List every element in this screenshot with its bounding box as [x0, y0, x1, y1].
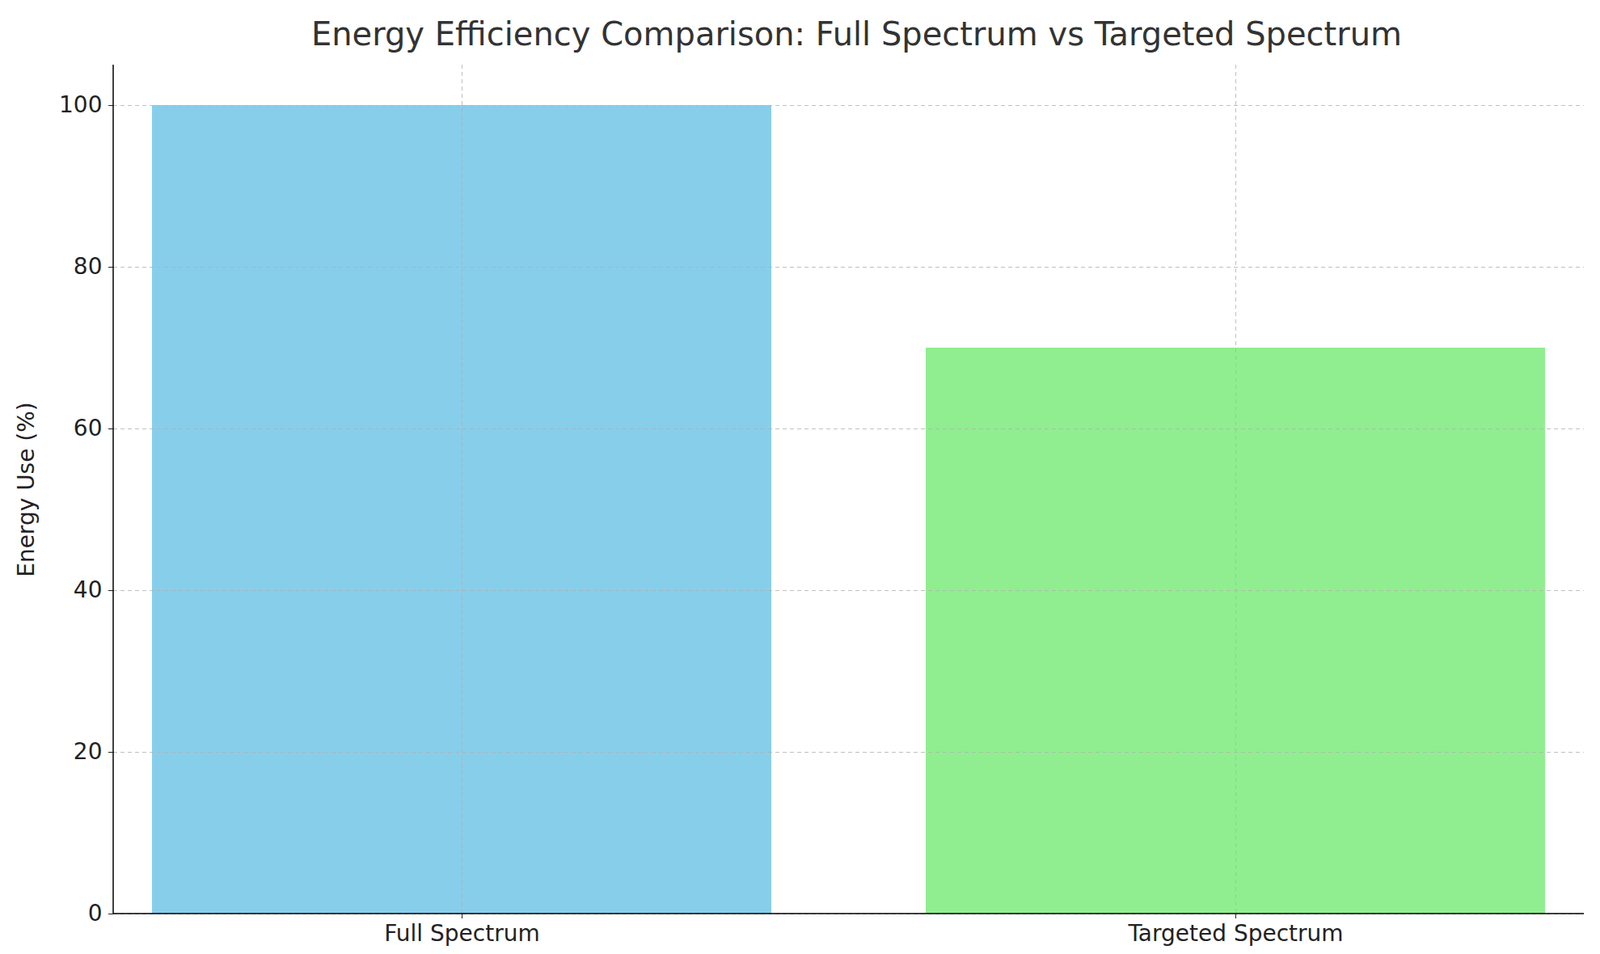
svg-text:60: 60 [73, 414, 103, 442]
svg-text:80: 80 [73, 253, 103, 280]
svg-text:Targeted Spectrum: Targeted Spectrum [1127, 920, 1343, 947]
svg-text:Full Spectrum: Full Spectrum [384, 920, 540, 947]
svg-text:Energy Use (%): Energy Use (%) [12, 401, 40, 578]
html-text:Energy Efficiency Comparison:: Energy Efficiency Comparison: Full Spect… [311, 15, 1402, 53]
svg-text:20: 20 [73, 738, 103, 765]
svg-text:0: 0 [88, 899, 103, 927]
svg-text:100: 100 [59, 91, 102, 119]
svg-text:40: 40 [73, 576, 103, 604]
